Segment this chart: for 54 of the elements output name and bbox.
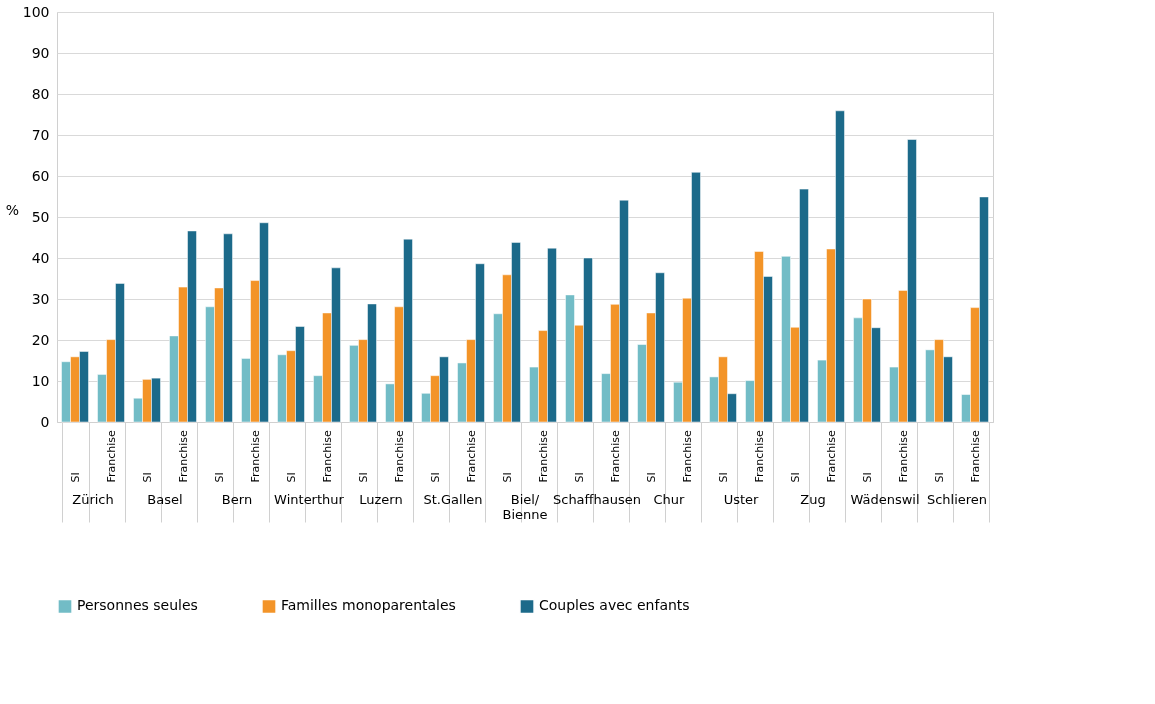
text: Bern <box>221 492 253 507</box>
legend-label: Personnes seules <box>77 597 198 614</box>
x-tick-label: Franchise <box>968 429 982 483</box>
text: Zürich <box>72 492 114 507</box>
x-tick-label: SI <box>500 472 514 483</box>
x-tick-label: SI <box>932 472 946 483</box>
text: Luzern <box>359 492 403 507</box>
y-tick-label: 60 <box>31 167 50 184</box>
text: Schlieren <box>926 492 988 507</box>
text: Uster <box>723 492 760 507</box>
y-axis-title: % <box>5 201 20 218</box>
x-tick-label: SI <box>788 472 802 483</box>
x-tick-label: SI <box>716 472 730 483</box>
x-tick-label: Franchise <box>752 429 766 483</box>
x-tick-label: SI <box>572 472 586 483</box>
x-tick-label: Franchise <box>176 429 190 483</box>
text: Schaffhausen <box>552 492 642 507</box>
text: Winterthur <box>274 492 345 507</box>
legend-label: Couples avec enfants <box>539 597 690 614</box>
x-tick-label: Franchise <box>608 429 622 483</box>
y-tick-label: 100 <box>22 3 50 20</box>
text: St.Gallen <box>423 492 483 507</box>
y-tick-label: 0 <box>40 413 50 430</box>
x-tick-label: Franchise <box>680 429 694 483</box>
x-tick-label: Franchise <box>536 429 550 483</box>
y-tick-label: 10 <box>31 372 50 389</box>
x-tick-label: Franchise <box>896 429 910 483</box>
text: Wädenswil <box>850 492 920 507</box>
y-tick-label: 70 <box>31 126 50 143</box>
y-tick-label: 50 <box>31 208 50 225</box>
text: Basel <box>147 492 183 507</box>
y-tick-label: 80 <box>31 85 50 102</box>
x-tick-label: SI <box>428 472 442 483</box>
x-tick-label: Franchise <box>320 429 334 483</box>
x-tick-label: SI <box>356 472 370 483</box>
x-tick-label: Franchise <box>392 429 406 483</box>
x-tick-label: SI <box>140 472 154 483</box>
x-tick-label: Franchise <box>464 429 478 483</box>
x-tick-label: Franchise <box>104 429 118 483</box>
y-tick-label: 20 <box>31 331 50 348</box>
legend-label: Familles monoparentales <box>281 597 456 614</box>
x-tick-label: Franchise <box>824 429 838 483</box>
y-tick-label: 30 <box>31 290 50 307</box>
y-tick-label: 40 <box>31 249 50 266</box>
text: Biel/ Bienne <box>502 492 548 522</box>
x-tick-label: SI <box>212 472 226 483</box>
text: Zug <box>800 492 826 507</box>
x-tick-label: SI <box>68 472 82 483</box>
y-tick-label: 90 <box>31 44 50 61</box>
text: Chur <box>653 492 686 507</box>
x-tick-label: SI <box>860 472 874 483</box>
x-tick-label: SI <box>644 472 658 483</box>
x-tick-label: SI <box>284 472 298 483</box>
x-tick-label: Franchise <box>248 429 262 483</box>
